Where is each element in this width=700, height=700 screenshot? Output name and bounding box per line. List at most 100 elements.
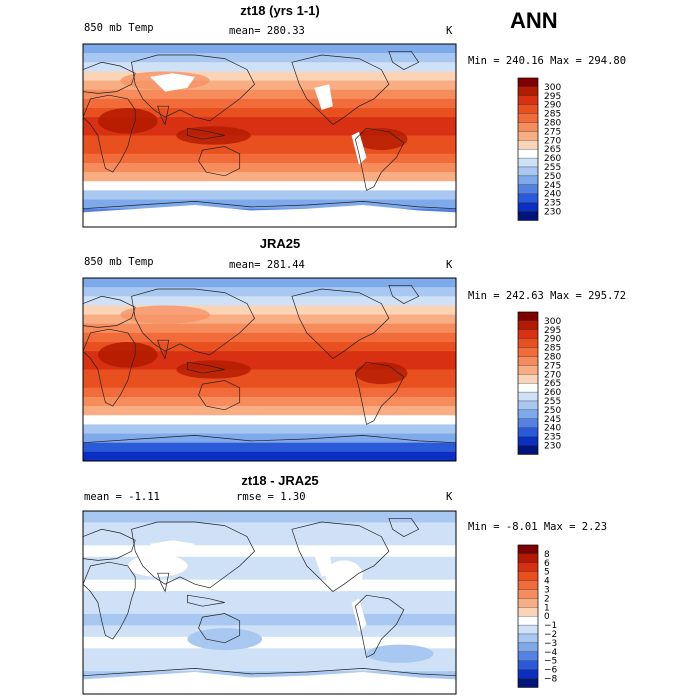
colorbar-tick-label: 300 (544, 317, 561, 327)
colorbar-swatch (517, 320, 539, 330)
colorbar-swatch (517, 175, 539, 185)
colorbar-tick-label: −2 (544, 630, 557, 640)
colorbar-tick-label: 1 (544, 603, 550, 613)
colorbar-swatch (517, 193, 539, 203)
coastlines (83, 284, 456, 444)
temperature-field (83, 511, 456, 694)
map-panel-1 (82, 43, 457, 228)
colorbar-swatch (517, 104, 539, 114)
colorbar-swatch (517, 669, 539, 679)
colorbar-tick-label: 280 (544, 119, 561, 129)
colorbar-tick-label: −8 (544, 675, 558, 685)
colorbar-swatch (517, 633, 539, 644)
colorbar-swatch (517, 580, 539, 590)
colorbar-swatch (517, 383, 539, 393)
colorbar-swatch (517, 374, 539, 384)
colorbar-swatch (517, 166, 539, 177)
colorbar-swatch (517, 211, 539, 221)
colorbar-swatch (517, 157, 539, 168)
colorbar-swatch (517, 445, 539, 455)
map-frame (82, 43, 457, 228)
colorbar-tick-label: 250 (544, 406, 561, 416)
colorbar-swatch (517, 598, 539, 608)
colorbar-swatch (517, 427, 539, 437)
colorbar-tick-label: 235 (544, 199, 561, 209)
colorbar-tick-label: 255 (544, 397, 561, 407)
colorbar-tick-label: 235 (544, 433, 561, 443)
panel3-mean-label: mean = -1.11 (84, 491, 160, 503)
colorbar-tick-label: 295 (544, 92, 561, 102)
colorbar-tick-label: 245 (544, 415, 561, 425)
panel3-title: zt18 - JRA25 (241, 473, 319, 488)
panel2-title: JRA25 (259, 236, 301, 251)
colorbar-tick-label: −6 (544, 666, 558, 676)
colorbar-swatch (517, 589, 539, 599)
temperature-field (83, 278, 456, 461)
colorbar-swatch (517, 616, 539, 626)
colorbar-swatch (517, 356, 539, 366)
colorbar-tick-label: 230 (544, 208, 561, 218)
colorbar-swatch (517, 77, 539, 88)
colorbar-swatch (517, 140, 539, 150)
colorbar-tick-label: −4 (544, 648, 558, 658)
colorbar-tick-label: 5 (544, 568, 550, 578)
map-panel-2 (82, 277, 457, 462)
colorbar-tick-label: 275 (544, 361, 561, 371)
colorbar-tick-label: 280 (544, 353, 561, 363)
colorbar-tick-label: 265 (544, 379, 561, 389)
colorbar-swatch (517, 311, 539, 322)
colorbar-tick-label: −5 (544, 657, 557, 667)
colorbar-tick-label: 270 (544, 136, 561, 146)
colorbar-swatch (517, 642, 539, 652)
colorbar-swatch (517, 651, 539, 661)
map-panel-3 (82, 510, 457, 695)
colorbar-swatch (517, 86, 539, 96)
colorbar-swatch (517, 391, 539, 402)
colorbar-swatch (517, 562, 539, 572)
colorbar-swatch (517, 409, 539, 419)
colorbar-swatch (517, 607, 539, 617)
map-frame (82, 510, 457, 695)
colorbar-tick-label: −1 (544, 621, 557, 631)
colorbar-tick-label: 265 (544, 145, 561, 155)
colorbar-tick-label: 4 (544, 577, 550, 587)
colorbar-tick-label: 245 (544, 181, 561, 191)
panel1-title: zt18 (yrs 1-1) (240, 3, 320, 18)
panel1-minmax: Min = 240.16 Max = 294.80 (468, 55, 627, 67)
panel3-minmax: Min = -8.01 Max = 2.23 (468, 521, 608, 533)
panel2-left-label: 850 mb Temp (84, 256, 154, 268)
colorbar-tick-label: 300 (544, 83, 561, 93)
colorbar-swatch (517, 347, 539, 357)
panel1-units: K (446, 25, 453, 37)
panel1-left-label: 850 mb Temp (84, 22, 154, 34)
colorbar-tick-label: 270 (544, 370, 561, 380)
colorbar-tick-label: 2 (544, 594, 550, 604)
panel2-minmax: Min = 242.63 Max = 295.72 (468, 290, 627, 302)
colorbar-swatch (517, 149, 539, 159)
colorbar-swatch (517, 113, 539, 123)
colorbar-tick-label: 285 (544, 344, 561, 354)
colorbar-tick-label: 285 (544, 110, 561, 120)
temperature-field (83, 44, 456, 227)
colorbar-tick-label: 230 (544, 442, 561, 452)
colorbar-tick-label: 250 (544, 172, 561, 182)
colorbar-2: 3002952902852802752702652602552502452402… (517, 311, 561, 455)
colorbar-tick-label: −3 (544, 639, 557, 649)
colorbar-tick-label: 240 (544, 424, 561, 434)
colorbar-tick-label: 290 (544, 335, 561, 345)
coastlines (83, 50, 456, 210)
colorbar-tick-label: 6 (544, 559, 550, 569)
colorbar-1: 3002952902852802752702652602552502452402… (517, 77, 561, 221)
colorbar-swatch (517, 660, 539, 670)
colorbar-tick-label: 275 (544, 127, 561, 137)
colorbar-swatch (517, 184, 539, 194)
colorbar-tick-label: 295 (544, 326, 561, 336)
colorbar-swatch (517, 571, 539, 581)
colorbar-swatch (517, 678, 539, 688)
panel2-units: K (446, 259, 453, 271)
colorbar-swatch (517, 329, 539, 339)
colorbar-tick-label: 0 (544, 612, 550, 622)
colorbar-swatch (517, 202, 539, 212)
